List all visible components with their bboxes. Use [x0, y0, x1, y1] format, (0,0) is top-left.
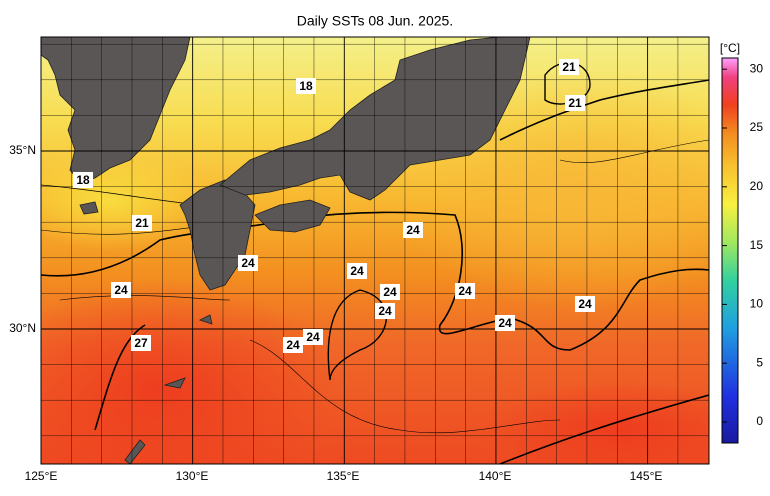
lon-label: 135°E: [327, 469, 360, 483]
contour-label-box: [238, 255, 258, 271]
contour-label-box: [131, 335, 151, 351]
colorbar-ticks: 0 5 10 15 20 25 30: [722, 61, 763, 428]
contour-label: 18: [299, 79, 313, 93]
contour-label: 24: [383, 285, 397, 299]
graticule: [41, 37, 709, 464]
map-frame: [40, 36, 710, 465]
contour-label-box: [296, 78, 316, 94]
title: Daily SSTs 08 Jun. 2025.: [297, 13, 453, 29]
colorbar-tick-label: 30: [750, 61, 764, 75]
colorbar-tick-label: 5: [756, 355, 763, 369]
lon-labels: 125°E 130°E 135°E 140°E 145°E: [25, 469, 663, 483]
contour-label-box: [375, 303, 395, 319]
contour-label: 24: [406, 223, 420, 237]
colorbar-unit: [°C]: [720, 41, 740, 55]
land: [41, 37, 531, 464]
colorbar: [721, 57, 739, 444]
contour-label-box: [575, 296, 595, 312]
sst-field: [41, 280, 340, 464]
contour-label: 18: [76, 173, 90, 187]
contour-label-box: [132, 215, 152, 231]
contour-label: 24: [286, 338, 300, 352]
lon-label: 125°E: [25, 469, 58, 483]
contour-label: 24: [578, 297, 592, 311]
lon-label: 130°E: [176, 469, 209, 483]
colorbar-tick-label: 25: [750, 120, 764, 134]
contour-label: 21: [562, 60, 576, 74]
contour-label: 24: [458, 284, 472, 298]
lat-label: 30°N: [9, 321, 36, 335]
contour-label-box: [403, 222, 423, 238]
contour-label: 24: [350, 264, 364, 278]
contour-label: 24: [114, 283, 128, 297]
contour-label: 21: [568, 96, 582, 110]
contour-label: 24: [241, 256, 255, 270]
contour-label-box: [73, 172, 93, 188]
contour-label-box: [565, 95, 585, 111]
contour-label-box: [455, 283, 475, 299]
contour-label-box: [380, 284, 400, 300]
lon-label: 140°E: [479, 469, 512, 483]
contour-label-box: [303, 329, 323, 345]
colorbar-tick-label: 10: [750, 297, 764, 311]
contour-label-box: [559, 59, 579, 75]
map-area: [41, 37, 709, 464]
sst-field: [480, 380, 709, 464]
lon-label: 145°E: [630, 469, 663, 483]
contour-label: 24: [306, 330, 320, 344]
contour-label-box: [495, 315, 515, 331]
contour-label: 24: [498, 316, 512, 330]
lat-label: 35°N: [9, 143, 36, 157]
colorbar-tick-label: 15: [750, 238, 764, 252]
contour-label: 21: [135, 216, 149, 230]
contour-labels: 18 21 21 18 21 24 24 24 24 24 24 24 24 24 27 24 24: [73, 59, 595, 353]
colorbar-tick-label: 20: [750, 179, 764, 193]
contour-label: 27: [134, 336, 148, 350]
contour-label-box: [347, 263, 367, 279]
contour-label: 24: [378, 304, 392, 318]
colorbar-tick-label: 0: [756, 414, 763, 428]
contour-label-box: [111, 282, 131, 298]
contour-label-box: [283, 337, 303, 353]
